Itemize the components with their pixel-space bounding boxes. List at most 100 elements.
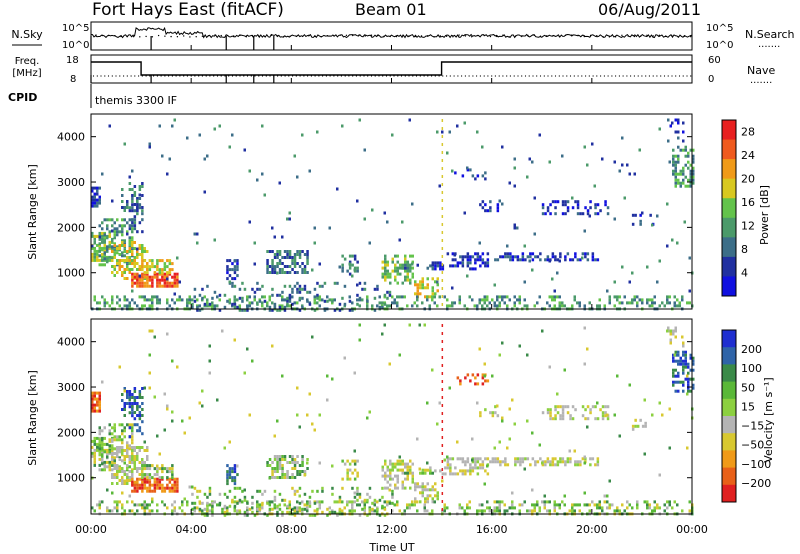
echo-cell [296,473,299,476]
echo-cell [576,463,580,467]
echo-cell [414,283,417,287]
echo-cell [106,260,109,264]
echo-cell [424,295,427,299]
echo-cell [564,258,567,262]
echo-cell [118,435,121,439]
echo-cell [441,159,444,162]
echo-cell [638,298,641,302]
echo-cell [203,492,207,496]
echo-cell [293,262,297,265]
echo-cell [636,506,639,510]
echo-cell [576,203,580,207]
echo-cell [501,295,504,299]
echo-cell [131,500,134,504]
echo-cell [161,489,164,493]
echo-cell [466,503,469,507]
echo-cell [554,463,557,467]
date-label: 06/Aug/2011 [598,0,701,19]
echo-cell [153,265,157,269]
echo-cell [273,458,277,461]
echo-cell [103,240,106,244]
echo-cell [128,444,131,448]
echo-cell [419,500,422,504]
echo-cell [498,301,501,305]
echo-cell [251,359,254,363]
colorbar-swatch [722,159,736,180]
colorbar-tick-label: 28 [741,126,755,139]
echo-cell [128,245,131,249]
echo-cell [141,489,144,493]
nsearch-dot [320,36,323,38]
echo-cell [411,474,414,478]
echo-cell [391,501,394,505]
echo-cell [621,265,624,269]
echo-cell [546,206,550,210]
echo-cell [91,391,94,395]
echo-cell [231,277,234,281]
echo-cell [283,305,287,309]
echo-cell [443,295,446,299]
freq-label-2: [MHz] [12,68,41,79]
echo-cell [126,423,129,427]
nsearch-dot [345,34,348,37]
echo-cell [306,503,309,507]
echo-cell [634,418,637,422]
echo-cell [203,190,206,194]
echo-cell [113,473,116,476]
echo-cell [131,230,134,234]
nave-dot [427,75,429,77]
echo-cell [116,455,119,458]
nave-dot [671,75,673,77]
echo-cell [173,284,177,288]
echo-cell [106,218,109,222]
echo-cell [596,463,600,467]
echo-cell [126,298,129,302]
echo-cell [276,458,279,461]
echo-cell [406,465,409,469]
echo-cell [541,463,545,467]
echo-cell [288,293,292,297]
echo-cell [409,465,412,469]
echo-cell [121,265,124,268]
echo-cell [121,467,124,470]
echo-cell [141,259,144,263]
echo-cell [674,175,677,179]
echo-cell [687,371,690,375]
echo-cell [128,236,131,240]
echo-cell [518,344,521,348]
echo-cell [692,386,695,390]
nave-dot [258,75,260,77]
echo-cell [519,460,522,464]
echo-cell [121,408,124,411]
echo-cell [692,166,695,170]
echo-cell [173,301,176,305]
echo-cell [606,212,610,216]
echo-cell [148,486,152,490]
echo-cell [223,305,227,309]
echo-cell [466,258,470,262]
echo-cell [113,221,116,225]
echo-cell [131,248,134,252]
echo-cell [416,289,419,293]
echo-cell [158,480,162,484]
nsearch-dot [364,35,366,37]
echo-cell [103,251,106,255]
echo-cell [451,472,455,476]
echo-cell [351,308,354,312]
echo-cell [683,220,686,224]
echo-cell [93,442,96,446]
echo-cell [101,468,104,472]
echo-cell [153,272,157,276]
echo-cell [429,264,432,268]
echo-cell [173,500,176,504]
echo-cell [451,264,455,268]
echo-cell [286,473,289,476]
echo-cell [486,464,489,468]
echo-cell [231,268,234,272]
nsearch-dot [176,35,179,38]
echo-cell [251,506,254,510]
nsearch-dot [395,35,398,38]
echo-cell [246,298,249,302]
nave-dot [434,75,436,77]
echo-cell [271,344,274,348]
